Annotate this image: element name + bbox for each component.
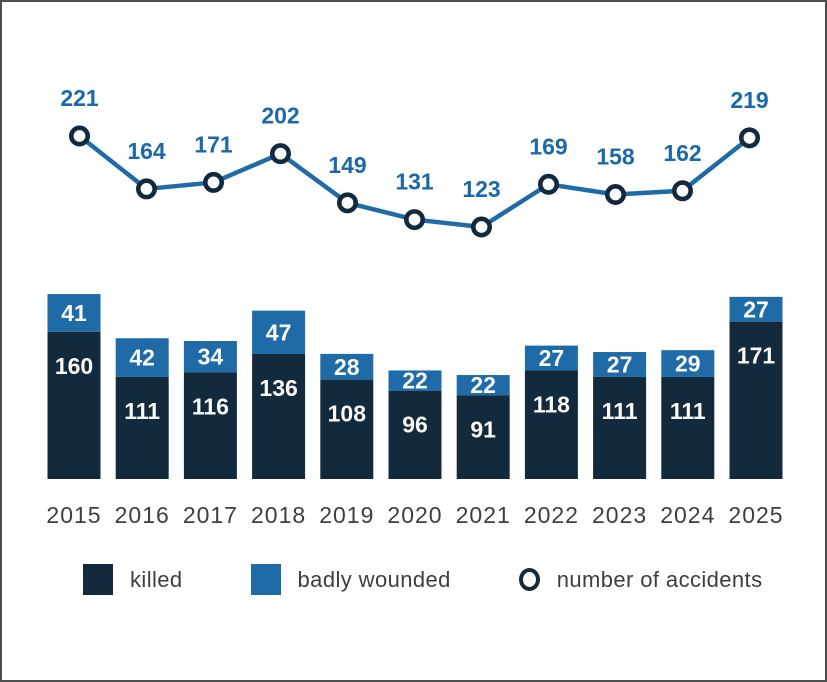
bar-badly-wounded-2015 — [47, 294, 101, 332]
accidents-value-2020: 131 — [395, 169, 434, 195]
legend-label-number-of-accidents: number of accidents — [556, 566, 763, 592]
accidents-marker-2016 — [136, 178, 158, 200]
killed-swatch-icon — [83, 564, 113, 595]
killed-value-2018: 136 — [259, 375, 297, 401]
year-label-2017: 2017 — [183, 502, 238, 528]
badly-wounded-value-2022: 27 — [539, 345, 565, 371]
accidents-marker-2015 — [69, 125, 91, 147]
accidents-marker-2017 — [203, 171, 225, 193]
bar-killed-2021 — [456, 395, 510, 479]
accidents-marker-2021 — [470, 216, 492, 238]
badly-wounded-value-2018: 47 — [266, 319, 292, 345]
accidents-marker-2020 — [403, 209, 425, 231]
bar-badly-wounded-2022 — [524, 345, 578, 371]
year-label-2021: 2021 — [456, 502, 511, 528]
badly-wounded-value-2017: 34 — [198, 344, 224, 370]
accidents-value-2015: 221 — [60, 85, 99, 111]
accidents-value-2024: 162 — [663, 140, 701, 166]
year-label-2019: 2019 — [319, 502, 374, 528]
accidents-marker-2018 — [269, 143, 291, 165]
legend-item-killed: killed — [83, 564, 183, 595]
accidents-marker-2022 — [537, 173, 559, 195]
killed-value-2024: 111 — [670, 398, 706, 424]
killed-value-2025: 171 — [737, 343, 776, 369]
accidents-marker-2025 — [738, 127, 760, 149]
legend-item-badly-wounded: badly wounded — [250, 564, 451, 595]
year-label-2020: 2020 — [387, 502, 442, 528]
badly-wounded-value-2021: 22 — [470, 372, 496, 398]
bar-killed-2024 — [661, 376, 715, 479]
killed-value-2015: 160 — [55, 353, 93, 379]
accidents-value-2023: 158 — [596, 144, 635, 170]
year-label-2024: 2024 — [660, 502, 715, 528]
badly-wounded-value-2015: 41 — [61, 300, 87, 326]
bar-badly-wounded-2020 — [388, 370, 442, 391]
bar-killed-2017 — [183, 372, 237, 479]
killed-value-2021: 91 — [470, 416, 496, 442]
year-label-2016: 2016 — [115, 502, 170, 528]
killed-value-2017: 116 — [192, 393, 229, 419]
bar-killed-2022 — [524, 370, 578, 479]
killed-value-2019: 108 — [328, 401, 367, 427]
bar-killed-2018 — [252, 353, 306, 479]
bar-badly-wounded-2021 — [456, 375, 510, 396]
accidents-value-2016: 164 — [127, 138, 166, 164]
accidents-marker-2023 — [604, 184, 626, 206]
bar-killed-2016 — [115, 376, 169, 479]
killed-value-2016: 111 — [124, 398, 160, 424]
year-label-2025: 2025 — [728, 502, 783, 528]
accidents-combo-chart: 221 164 171 202 149 131 123 169 158 162 219 41 160 20… — [46, 85, 783, 528]
accidents-marker-2024 — [671, 180, 693, 202]
bar-killed-2025 — [729, 321, 783, 479]
killed-value-2020: 96 — [402, 412, 428, 438]
legend-item-number-of-accidents: number of accidents — [518, 566, 763, 593]
accidents-marker-icon — [518, 568, 540, 591]
bar-killed-2020 — [388, 390, 442, 479]
killed-value-2023: 111 — [602, 398, 638, 424]
accidents-marker-2019 — [336, 192, 358, 214]
bar-killed-2019 — [320, 379, 374, 479]
killed-value-2022: 118 — [533, 391, 570, 417]
bar-badly-wounded-2025 — [729, 296, 783, 322]
badly-wounded-value-2025: 27 — [743, 296, 769, 322]
legend: killed badly wounded number of accidents — [2, 564, 825, 595]
accidents-value-2022: 169 — [529, 133, 567, 159]
bar-killed-2015 — [47, 331, 101, 479]
bar-badly-wounded-2024 — [661, 350, 715, 377]
badly-wounded-value-2024: 29 — [675, 351, 701, 377]
accidents-value-2025: 219 — [730, 87, 768, 113]
bar-badly-wounded-2017 — [183, 341, 237, 373]
legend-label-badly-wounded: badly wounded — [297, 566, 451, 592]
badly-wounded-value-2016: 42 — [129, 345, 155, 371]
bar-badly-wounded-2016 — [115, 338, 169, 377]
bar-killed-2023 — [593, 376, 647, 479]
legend-label-killed: killed — [130, 566, 183, 592]
bar-badly-wounded-2019 — [320, 353, 374, 380]
bar-badly-wounded-2018 — [252, 310, 306, 354]
accidents-value-2019: 149 — [328, 152, 366, 178]
year-label-2018: 2018 — [251, 502, 306, 528]
badly-wounded-value-2020: 22 — [402, 368, 428, 394]
year-label-2022: 2022 — [524, 502, 579, 528]
badly-wounded-swatch-icon — [250, 564, 281, 595]
accidents-value-2021: 123 — [462, 176, 500, 202]
bar-badly-wounded-2023 — [593, 352, 647, 377]
badly-wounded-value-2019: 28 — [334, 354, 360, 380]
accidents-value-2018: 202 — [261, 103, 299, 129]
year-label-2015: 2015 — [46, 502, 101, 528]
badly-wounded-value-2023: 27 — [607, 351, 633, 377]
accidents-value-2017: 171 — [194, 131, 233, 157]
year-label-2023: 2023 — [592, 502, 647, 528]
